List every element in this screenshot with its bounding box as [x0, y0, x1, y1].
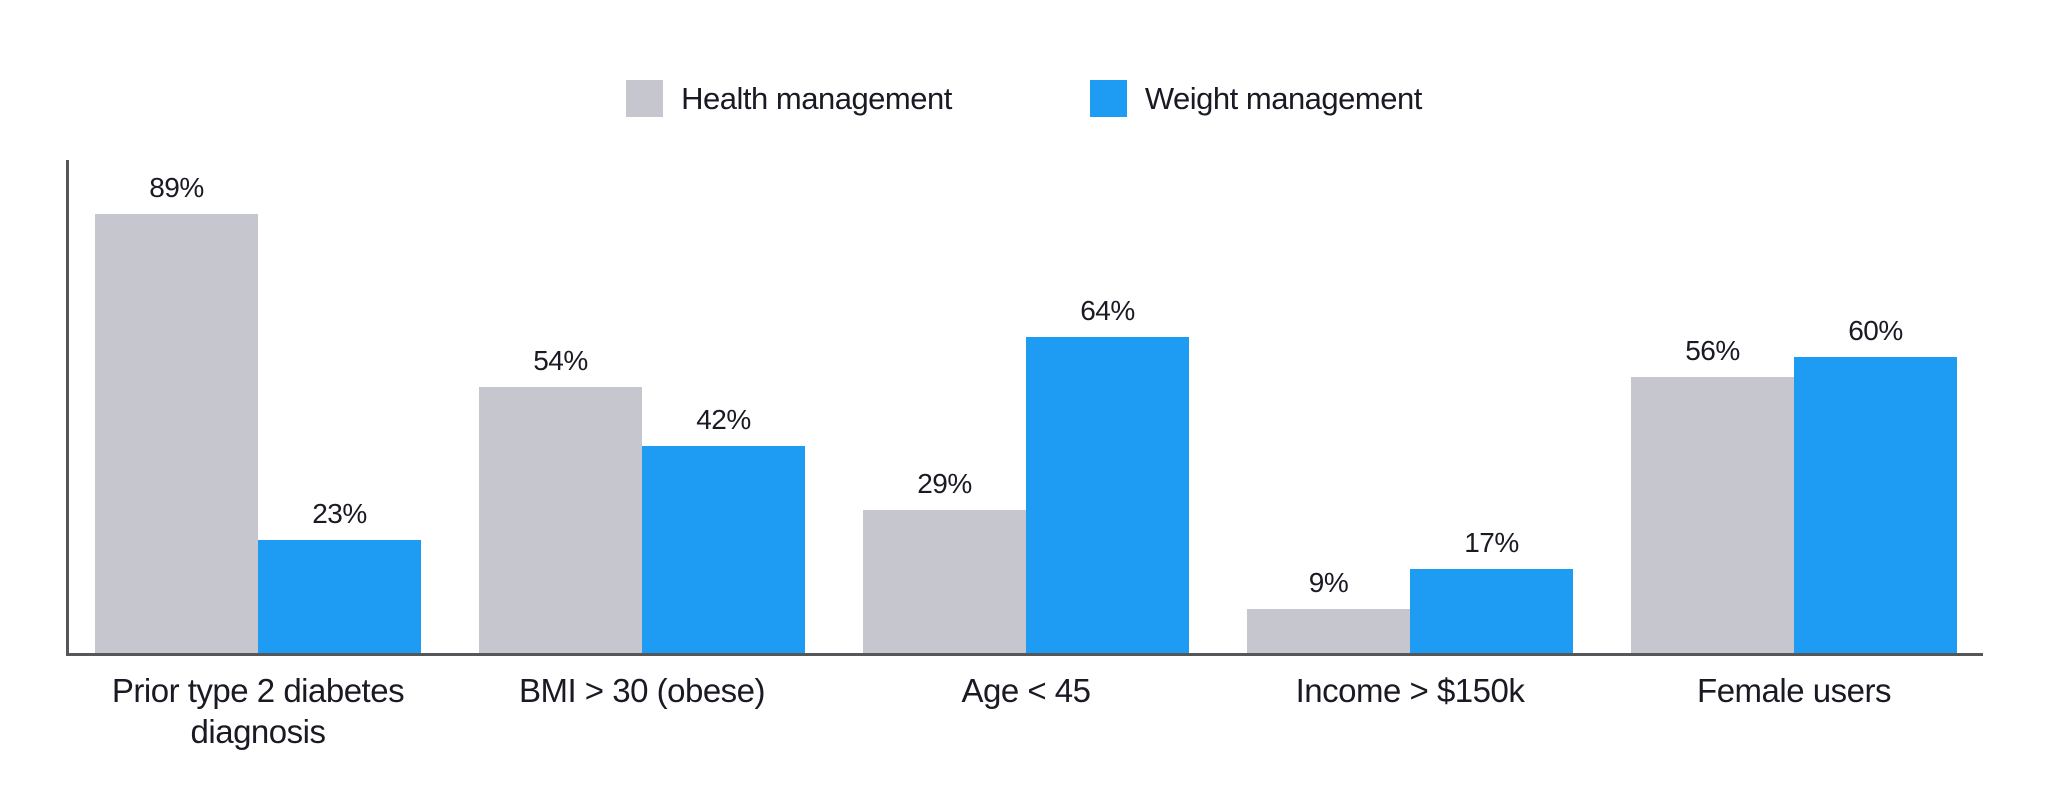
bar-value-label: 60% [1848, 315, 1903, 346]
bar-weight-management [1410, 569, 1573, 653]
category-label: Income > $150k [1295, 672, 1525, 709]
bar-health-management [1247, 609, 1410, 653]
bar-groups: 89% 23% 54% 42% 29% 64% 9% 17% 56% 60% [66, 160, 1983, 653]
bar-value-label: 29% [917, 468, 972, 499]
bar-value-label: 89% [149, 172, 204, 203]
bar-column-health-management: 54% [479, 347, 642, 653]
y-axis-line [66, 160, 69, 656]
bar-column-weight-management: 42% [642, 406, 805, 653]
bar-column-health-management: 56% [1631, 337, 1794, 653]
bar-group: 29% 64% [863, 297, 1189, 653]
bar-value-label: 42% [696, 404, 751, 435]
bar-health-management [863, 510, 1026, 653]
legend-label-weight-management: Weight management [1144, 81, 1422, 116]
bar-column-health-management: 89% [95, 174, 258, 653]
category-label: Prior type 2 diabetes diagnosis [111, 672, 405, 751]
bar-column-weight-management: 17% [1410, 529, 1573, 653]
bar-value-label: 9% [1308, 567, 1349, 598]
bar-weight-management [1026, 337, 1189, 653]
bar-value-label: 23% [312, 498, 367, 529]
x-axis-line [66, 653, 1983, 656]
bar-group: 89% 23% [95, 174, 421, 653]
legend-item-health-management: Health management [626, 80, 952, 117]
bar-column-health-management: 29% [863, 470, 1026, 653]
bar-value-label: 17% [1464, 527, 1519, 558]
bar-weight-management [1794, 357, 1957, 653]
category-label: Age < 45 [961, 672, 1091, 709]
bar-column-weight-management: 60% [1794, 317, 1957, 653]
legend: Health management Weight management [0, 80, 2048, 117]
x-axis-category-labels: Prior type 2 diabetes diagnosis BMI > 30 … [66, 670, 1983, 753]
legend-label-health-management: Health management [681, 81, 952, 116]
bar-column-weight-management: 23% [258, 500, 421, 653]
bar-health-management [1631, 377, 1794, 653]
bar-value-label: 64% [1080, 295, 1135, 326]
bar-column-health-management: 9% [1247, 569, 1410, 653]
bar-weight-management [258, 540, 421, 653]
bar-health-management [95, 214, 258, 653]
health-management-swatch-icon [626, 80, 664, 117]
category-label: Female users [1697, 672, 1891, 709]
bar-group: 54% 42% [479, 347, 805, 653]
category-label: BMI > 30 (obese) [518, 672, 766, 709]
bar-value-label: 54% [533, 345, 588, 376]
legend-item-weight-management: Weight management [1089, 80, 1422, 117]
bar-health-management [479, 387, 642, 653]
bar-group: 56% 60% [1631, 317, 1957, 653]
plot-area: 89% 23% 54% 42% 29% 64% 9% 17% 56% 60% [66, 160, 1983, 656]
bar-value-label: 56% [1685, 335, 1740, 366]
weight-management-swatch-icon [1089, 80, 1127, 117]
bar-column-weight-management: 64% [1026, 297, 1189, 653]
bar-weight-management [642, 446, 805, 653]
bar-group: 9% 17% [1247, 529, 1573, 653]
